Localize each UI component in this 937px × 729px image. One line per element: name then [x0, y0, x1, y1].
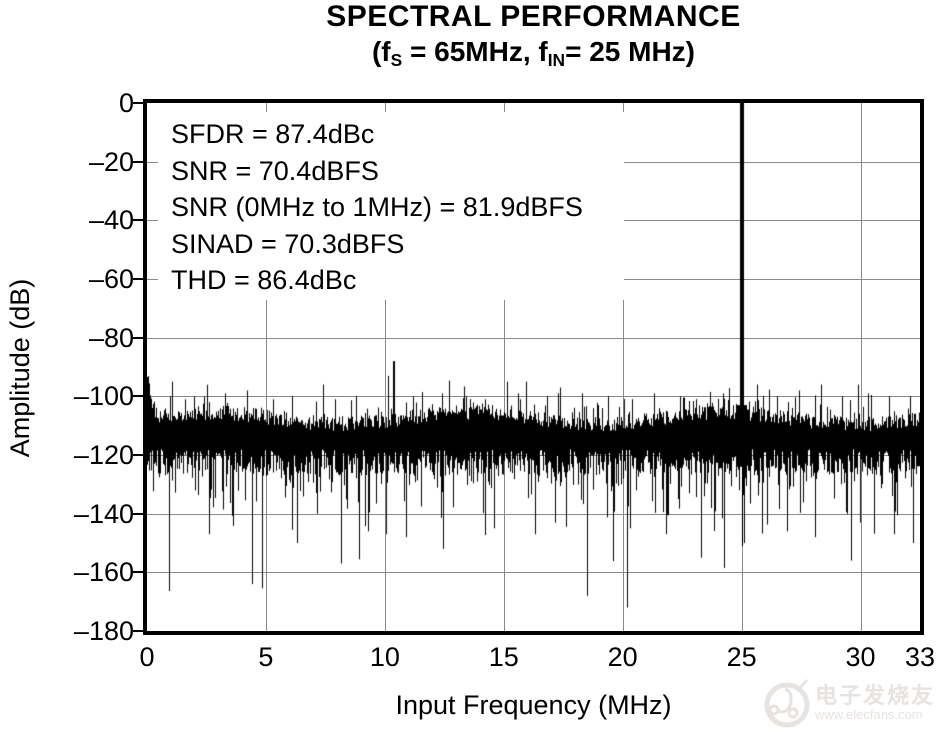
x-tick-label: 0: [139, 642, 155, 672]
y-tick-mark: [133, 102, 143, 104]
y-tick-mark: [133, 630, 143, 632]
y-tick-label: –40: [88, 205, 134, 236]
x-axis-title: Input Frequency (MHz): [395, 690, 672, 720]
y-tick-mark: [133, 454, 143, 456]
x-tick-label: 25: [726, 642, 757, 672]
subtitle-subscript: S: [390, 49, 403, 70]
y-tick-label: –140: [73, 498, 134, 529]
y-tick-label: –100: [73, 381, 134, 412]
x-tick-label: 15: [488, 642, 519, 672]
x-tick-label: 30: [845, 642, 876, 672]
y-tick-label: 0: [118, 88, 134, 118]
y-axis-title: Amplitude (dB): [5, 278, 35, 458]
watermark-url: www.elecfans.com: [814, 706, 923, 722]
x-tick-label: 5: [258, 642, 274, 672]
y-tick-mark: [133, 160, 143, 163]
spectrum-canvas: [147, 103, 920, 631]
subtitle-subscript: IN: [547, 49, 566, 70]
y-tick-mark: [133, 219, 143, 222]
y-tick-mark: [133, 336, 143, 339]
watermark-brand: 电子发烧友: [814, 682, 935, 708]
y-tick-label: –60: [88, 264, 134, 294]
watermark-logo-icon: [764, 679, 810, 728]
y-tick-label: –20: [88, 146, 134, 177]
x-tick-label: 10: [369, 642, 400, 672]
watermark-text: 电子发烧友 www.elecfans.com: [814, 682, 935, 722]
y-tick-mark: [133, 278, 143, 280]
subtitle-text: = 65MHz, f: [402, 36, 548, 67]
watermark: 电子发烧友 www.elecfans.com: [763, 677, 935, 729]
y-tick-label: –120: [73, 440, 134, 470]
y-tick-mark: [133, 395, 143, 398]
chart-title: SPECTRAL PERFORMANCE: [326, 0, 741, 33]
chart-subtitle: (fS = 65MHz, fIN= 25 MHz): [147, 36, 920, 70]
plot-area: SFDR = 87.4dBcSNR = 70.4dBFSSNR (0MHz to…: [143, 99, 924, 635]
x-tick-label: 20: [607, 642, 638, 672]
y-tick-label: –180: [73, 616, 134, 646]
y-tick-mark: [133, 571, 143, 574]
subtitle-text: (f: [371, 36, 391, 67]
y-tick-label: –160: [73, 557, 134, 588]
subtitle-text: = 25 MHz): [565, 36, 696, 67]
y-tick-mark: [133, 512, 143, 515]
y-tick-label: –80: [88, 322, 134, 353]
x-tick-label: 33: [904, 642, 936, 672]
